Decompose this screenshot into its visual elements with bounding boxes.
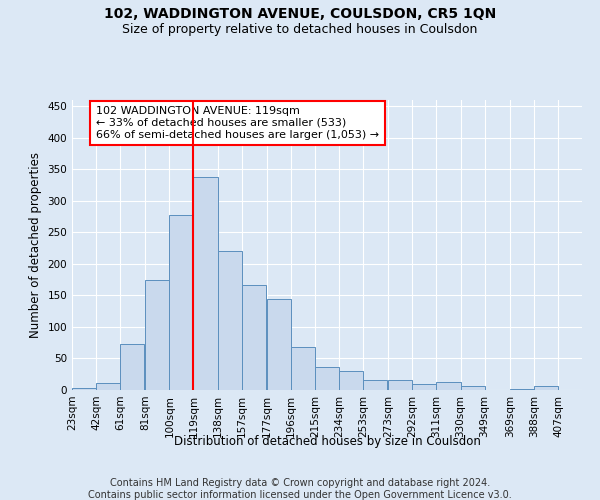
Bar (72, 388, 96, 390)
Bar (436, 382, 461, 390)
Bar (534, 386, 558, 390)
Text: 102, WADDINGTON AVENUE, COULSDON, CR5 1QN: 102, WADDINGTON AVENUE, COULSDON, CR5 1Q… (104, 8, 496, 22)
Text: Distribution of detached houses by size in Coulsdon: Distribution of detached houses by size … (173, 435, 481, 448)
Bar (96, 383, 120, 390)
Text: Contains public sector information licensed under the Open Government Licence v3: Contains public sector information licen… (88, 490, 512, 500)
Text: Size of property relative to detached houses in Coulsdon: Size of property relative to detached ho… (122, 22, 478, 36)
Bar (339, 371, 363, 390)
Bar (218, 250, 242, 390)
Bar (120, 344, 144, 390)
Bar (388, 380, 412, 390)
Bar (193, 177, 218, 390)
Bar (291, 346, 315, 390)
Y-axis label: Number of detached properties: Number of detached properties (29, 152, 42, 338)
Bar (363, 380, 387, 390)
Text: 102 WADDINGTON AVENUE: 119sqm
← 33% of detached houses are smaller (533)
66% of : 102 WADDINGTON AVENUE: 119sqm ← 33% of d… (96, 106, 379, 140)
Bar (145, 280, 169, 390)
Bar (242, 284, 266, 390)
Bar (169, 214, 193, 390)
Bar (412, 384, 436, 390)
Bar (267, 298, 291, 390)
Text: Contains HM Land Registry data © Crown copyright and database right 2024.: Contains HM Land Registry data © Crown c… (110, 478, 490, 488)
Bar (315, 366, 339, 390)
Bar (461, 386, 485, 390)
